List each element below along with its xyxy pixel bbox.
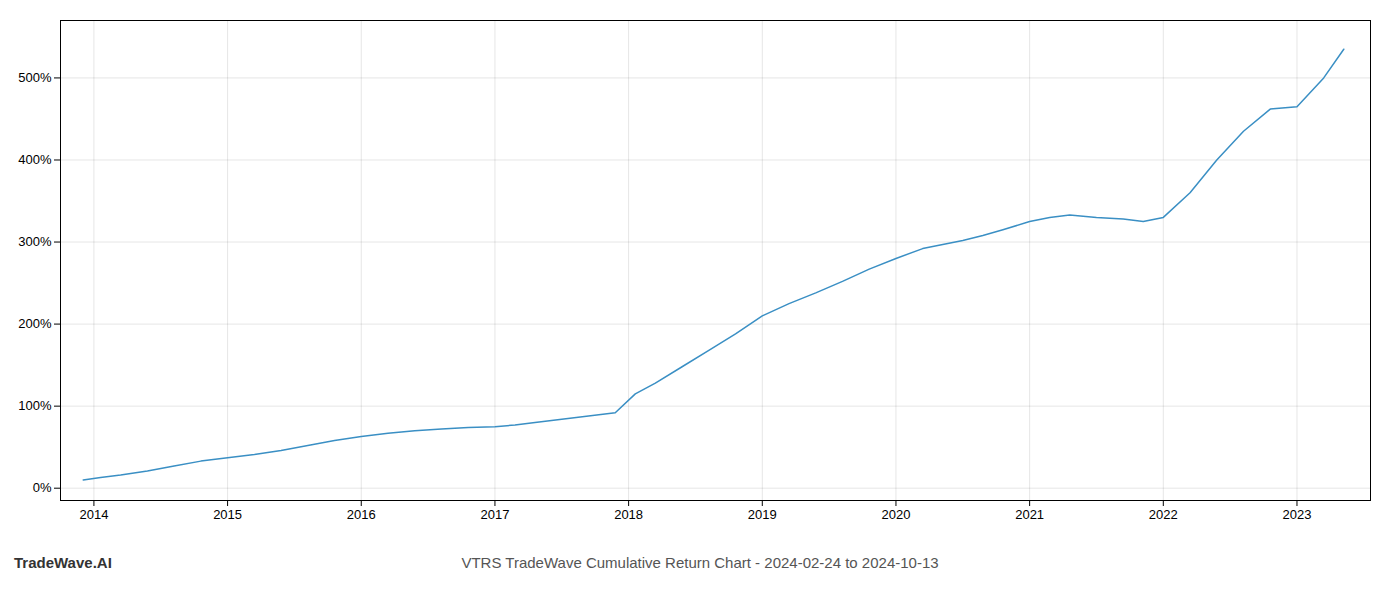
svg-text:400%: 400% (18, 152, 52, 167)
html-text:TradeWave.AI: TradeWave.AI (14, 554, 112, 571)
svg-text:500%: 500% (18, 70, 52, 85)
svg-text:2016: 2016 (347, 507, 376, 522)
svg-text:100%: 100% (18, 398, 52, 413)
svg-text:2014: 2014 (79, 507, 108, 522)
svg-text:2022: 2022 (1149, 507, 1178, 522)
svg-text:200%: 200% (18, 316, 52, 331)
svg-text:2017: 2017 (480, 507, 509, 522)
svg-text:2021: 2021 (1015, 507, 1044, 522)
svg-text:2018: 2018 (614, 507, 643, 522)
svg-text:2015: 2015 (213, 507, 242, 522)
svg-text:0%: 0% (33, 480, 52, 495)
html-text:VTRS TradeWave Cumulative Retu: VTRS TradeWave Cumulative Return Chart -… (461, 554, 939, 571)
svg-text:2023: 2023 (1283, 507, 1312, 522)
svg-text:2019: 2019 (748, 507, 777, 522)
svg-text:2020: 2020 (881, 507, 910, 522)
svg-text:300%: 300% (18, 234, 52, 249)
